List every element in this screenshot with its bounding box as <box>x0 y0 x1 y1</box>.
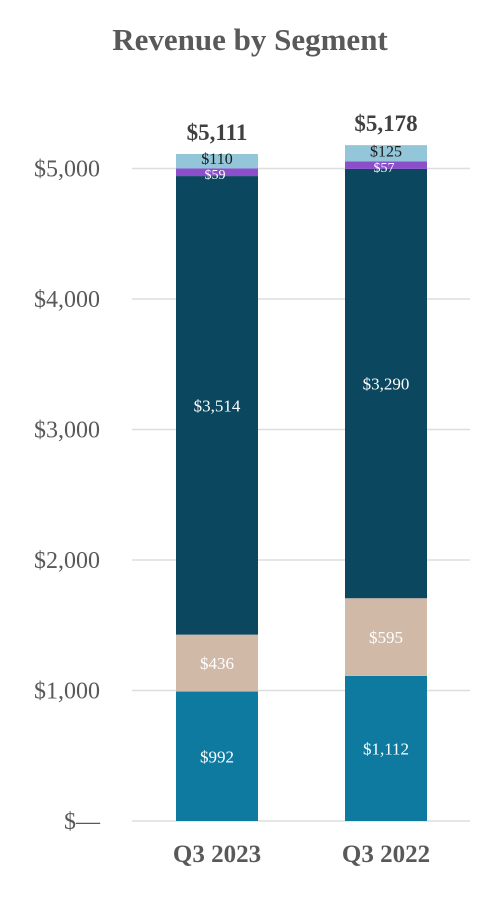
total-label: $5,178 <box>354 111 417 136</box>
bar-segment <box>345 145 427 162</box>
y-tick-label: $— <box>64 809 101 835</box>
data-label: $125 <box>370 143 402 160</box>
bar-segment <box>176 168 258 177</box>
bar-segment <box>345 675 427 821</box>
data-label: $110 <box>201 151 232 168</box>
data-label: $3,514 <box>194 396 241 415</box>
bar-segment <box>345 161 427 169</box>
y-tick-label: $5,000 <box>34 157 100 183</box>
bar-segment <box>176 176 258 635</box>
x-tick-label: Q3 2022 <box>342 841 430 868</box>
y-tick-label: $2,000 <box>34 548 100 574</box>
bar-segment <box>176 634 258 692</box>
data-label: $59 <box>205 168 226 183</box>
bar-segment <box>345 168 427 599</box>
data-label: $3,290 <box>363 375 410 394</box>
y-tick-label: $1,000 <box>34 679 100 705</box>
bar-segment <box>176 154 258 169</box>
y-tick-label: $3,000 <box>34 418 100 444</box>
total-label: $5,111 <box>187 120 248 145</box>
chart-title: Revenue by Segment <box>112 22 388 57</box>
data-label: $436 <box>200 654 234 673</box>
data-label: $992 <box>200 747 234 766</box>
bar-segment <box>176 691 258 821</box>
data-label: $1,112 <box>363 739 409 758</box>
bar-segment <box>345 598 427 676</box>
data-label: $595 <box>369 628 403 647</box>
data-label: $57 <box>374 161 395 176</box>
x-tick-label: Q3 2023 <box>173 841 261 868</box>
y-tick-label: $4,000 <box>34 287 100 313</box>
